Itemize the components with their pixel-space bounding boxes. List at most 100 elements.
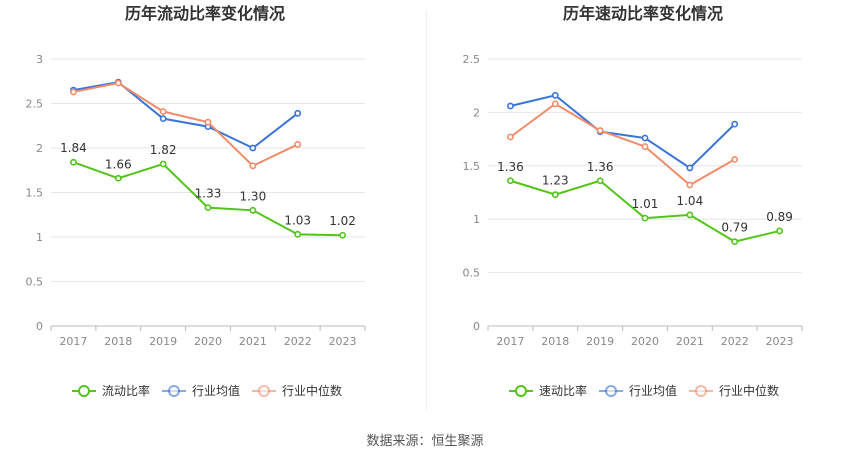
series-line	[73, 81, 299, 168]
x-tick-label: 2018	[104, 335, 132, 348]
data-point	[686, 164, 694, 172]
x-tick-label: 2019	[149, 335, 177, 348]
data-point	[641, 214, 649, 222]
data-label: 0.89	[766, 210, 793, 224]
legend-item[interactable]: 行业均值	[599, 383, 677, 398]
x-tick-label: 2017	[496, 335, 524, 348]
legend-label: 速动比率	[539, 383, 587, 398]
x-tick-label: 2022	[721, 335, 749, 348]
y-tick-label: 1	[473, 213, 480, 226]
data-point	[159, 108, 167, 115]
legend-marker	[605, 385, 617, 397]
data-point	[204, 118, 212, 126]
x-tick-label: 2023	[329, 335, 357, 348]
legend-label: 行业中位数	[719, 383, 779, 398]
data-label: 1.36	[497, 160, 524, 174]
data-point	[249, 162, 257, 170]
x-tick-label: 2022	[284, 335, 312, 348]
data-point	[294, 109, 302, 117]
data-point	[114, 79, 122, 87]
legend-item[interactable]: 行业中位数	[252, 383, 342, 398]
legend-label: 流动比率	[102, 383, 150, 398]
legend-item[interactable]: 速动比率	[509, 383, 587, 398]
data-label: 1.02	[329, 214, 356, 228]
legend-marker	[695, 385, 707, 397]
y-tick-label: 0	[36, 320, 43, 333]
x-tick-label: 2017	[59, 335, 87, 348]
data-point	[294, 230, 302, 238]
data-point	[731, 155, 739, 163]
x-tick-label: 2020	[631, 335, 659, 348]
data-label: 1.36	[587, 160, 614, 174]
chart-2: 历年速动比率变化情况 0 0.5 1 1.5 2 2.5 2017 2018 2019 2020 20…	[463, 4, 803, 398]
legend-item[interactable]: 行业中位数	[689, 383, 779, 398]
legend-label: 行业均值	[629, 383, 677, 398]
data-point	[507, 177, 514, 185]
data-label: 1.01	[632, 197, 659, 211]
legend-label: 行业中位数	[282, 383, 342, 398]
x-tick-label: 2021	[239, 335, 267, 348]
data-label: 1.84	[60, 141, 87, 155]
data-point	[204, 204, 212, 212]
data-point	[70, 88, 77, 96]
data-label: 1.33	[195, 187, 222, 201]
chart-title: 历年流动比率变化情况	[125, 4, 285, 23]
data-label: 0.79	[721, 221, 748, 235]
series-line	[510, 94, 736, 170]
legend-marker	[515, 385, 527, 397]
data-point	[159, 115, 167, 123]
data-label: 1.04	[676, 194, 703, 208]
data-point	[731, 238, 739, 246]
data-point	[339, 231, 346, 239]
data-point	[249, 144, 257, 152]
data-point	[641, 134, 649, 142]
x-tick-label: 2021	[676, 335, 704, 348]
y-tick-label: 0	[473, 320, 480, 333]
data-point	[551, 191, 559, 199]
y-tick-label: 1.5	[463, 160, 481, 173]
x-tick-label: 2019	[586, 335, 614, 348]
legend-label: 行业均值	[192, 383, 240, 398]
data-label: 1.66	[105, 157, 132, 171]
legend-marker	[168, 385, 180, 397]
data-point	[596, 127, 604, 134]
data-point	[70, 158, 77, 166]
data-point	[776, 227, 783, 235]
series-line	[509, 102, 736, 187]
x-tick-label: 2020	[194, 335, 222, 348]
data-label: 1.82	[150, 143, 177, 157]
data-point	[159, 160, 167, 168]
x-tick-label: 2018	[541, 335, 569, 348]
series-line	[73, 81, 299, 150]
data-label: 1.23	[542, 174, 569, 188]
data-point	[114, 174, 122, 182]
x-tick-label: 2023	[766, 335, 794, 348]
data-point	[507, 133, 514, 141]
data-point	[507, 102, 514, 110]
y-tick-label: 0.5	[26, 276, 44, 289]
chart-divider	[426, 10, 427, 410]
y-tick-label: 3	[36, 53, 43, 66]
data-point	[641, 143, 649, 150]
y-tick-label: 1.5	[26, 187, 44, 200]
source-note: 数据来源：恒生聚源	[366, 434, 484, 449]
y-tick-label: 1	[36, 231, 43, 244]
data-point	[551, 100, 559, 108]
legend-item[interactable]: 流动比率	[72, 383, 150, 398]
data-point	[686, 181, 694, 189]
legend-marker	[258, 385, 270, 397]
y-tick-label: 2.5	[26, 98, 44, 111]
data-point	[596, 177, 604, 185]
chart-1: 历年流动比率变化情况 0 0.5 1 1.5 2 2.5 3 2017 2018 2019 2020 2…	[26, 4, 366, 398]
data-point	[686, 211, 694, 219]
data-point	[551, 91, 559, 99]
y-tick-label: 2.5	[463, 53, 481, 66]
legend-marker	[78, 385, 90, 397]
legend-item[interactable]: 行业均值	[162, 383, 240, 398]
data-point	[249, 206, 257, 214]
y-tick-label: 0.5	[463, 267, 481, 280]
y-tick-label: 2	[473, 106, 480, 119]
data-point	[731, 120, 739, 128]
data-label: 1.03	[284, 213, 311, 227]
